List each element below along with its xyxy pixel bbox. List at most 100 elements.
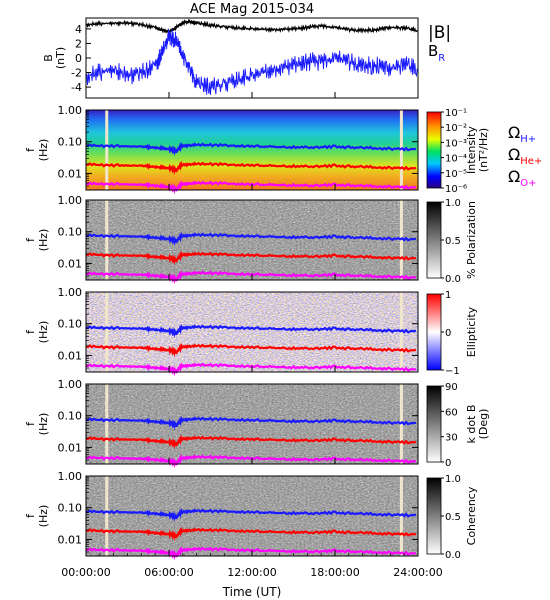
gyrofrequency-line-He-plus	[85, 342, 417, 358]
x-tick-label: 06:00:00	[144, 566, 193, 579]
colorbar-label: Intensity(nT²/Hz)	[465, 126, 490, 174]
colorbar-tick-label: 10⁻¹	[445, 108, 467, 119]
y-tick-label: 0.10	[58, 318, 83, 331]
x-axis: 00:00:00 06:00:00 12:00:00 18:00:00 24:00:00	[61, 92, 443, 579]
panel-kdotb: 1.00 0.10 0.01 f(Hz) 90 60 30 0 k dot B(Deg)	[24, 378, 490, 469]
colorbar-tick-label: 0.5	[445, 512, 461, 523]
y-tick-label: 1.00	[58, 104, 83, 117]
spectrogram-kdotb	[86, 384, 418, 464]
y-tick-label: 4	[75, 23, 82, 36]
colorbar-label: Ellipticity	[465, 306, 478, 357]
gyrofrequency-line-He-plus	[85, 160, 417, 176]
colorbar-tick-label: 90	[445, 382, 458, 393]
y-tick-label: 0.10	[58, 136, 83, 149]
data-gap-marker	[105, 384, 109, 464]
y-tick-label: 0.10	[58, 502, 83, 515]
colorbar-tick-label: 0.5	[445, 236, 461, 247]
legend-b-magnitude: |B|	[428, 23, 451, 43]
colorbar-label: Coherency	[465, 486, 478, 545]
y-axis-label: B(nT)	[42, 47, 67, 69]
colorbar-coherency	[426, 477, 442, 555]
data-gap-marker	[105, 200, 109, 280]
legend-omega-He-plus: ΩHe+	[508, 145, 542, 167]
gyrofrequency-line-He-plus	[85, 526, 417, 542]
x-tick-label: 00:00:00	[61, 566, 110, 579]
series-line-b-r	[85, 29, 418, 95]
legend-omega-H-plus: ΩH+	[508, 123, 536, 145]
y-tick-label: 0.01	[58, 167, 83, 180]
y-tick-label: 0.10	[58, 410, 83, 423]
spectrogram-ellipticity	[86, 292, 418, 372]
colorbar-tick-label: 60	[445, 407, 458, 418]
data-gap-marker	[105, 110, 109, 190]
y-axis-label: f(Hz)	[24, 413, 50, 436]
data-gap-marker	[399, 110, 403, 190]
x-tick-label: 18:00:00	[310, 566, 359, 579]
gyrofrequency-line-H-plus	[85, 142, 417, 157]
colorbar-tick-label: 30	[445, 433, 458, 444]
y-tick-label: 0.01	[58, 533, 83, 546]
data-gap-marker	[399, 292, 403, 372]
y-tick-label: 2	[75, 37, 82, 50]
y-tick-label: 1.00	[58, 378, 83, 391]
panel-ellipticity: 1.00 0.10 0.01 f(Hz) 1 0 −1 Ellipticity	[24, 286, 478, 377]
y-axis-label: f(Hz)	[24, 139, 50, 162]
y-axis-label: f(Hz)	[24, 505, 50, 528]
panel-coherency: 1.00 0.10 0.01 f(Hz) 1.0 0.5 0.0 Coherency	[24, 470, 478, 561]
colorbar-tick-label: 0	[445, 328, 451, 339]
colorbar-tick-label: 0.0	[445, 274, 461, 285]
gyrofrequency-line-O-plus	[85, 270, 417, 285]
gyrofrequency-line-H-plus	[85, 324, 417, 339]
colorbar-tick-label: −1	[445, 366, 460, 377]
legend-b-r: BR	[428, 42, 445, 64]
x-tick-label: 24:00:00	[393, 566, 442, 579]
x-axis-label: Time (UT)	[222, 585, 282, 599]
colorbar-ellipticity	[426, 293, 442, 371]
y-tick-label: 0.01	[58, 441, 83, 454]
y-tick-label: 1.00	[58, 286, 83, 299]
colorbar-label: % Polarization	[465, 201, 478, 279]
colorbar-polarization	[426, 201, 442, 279]
data-gap-marker	[399, 384, 403, 464]
colorbar-tick-label: 10⁻⁵	[445, 169, 467, 180]
data-gap-marker	[399, 200, 403, 280]
y-tick-label: 0	[75, 52, 82, 65]
colorbar-tick-label: 0.0	[445, 550, 461, 561]
panel-polarization: 1.00 0.10 0.01 f(Hz) 1.0 0.5 0.0 % Polarization	[24, 194, 478, 285]
colorbar-kdotb	[426, 385, 442, 463]
gyrofrequency-line-O-plus	[85, 546, 417, 561]
gyrofrequency-line-He-plus	[85, 434, 417, 450]
y-tick-label: 0.01	[58, 257, 83, 270]
legend-omega-O-plus: ΩO+	[508, 167, 536, 189]
y-tick-label: 0.10	[58, 226, 83, 239]
gyrofrequency-line-He-plus	[85, 250, 417, 266]
colorbar-tick-label: 1.0	[445, 474, 461, 485]
data-gap-marker	[105, 292, 109, 372]
y-tick-label: 1.00	[58, 194, 83, 207]
colorbar-tick-label: 10⁻⁶	[445, 184, 467, 195]
panel-stack: 420-2-4B(nT)|B|BR1.000.100.01f(Hz)10⁻¹10…	[24, 17, 542, 561]
colorbar-tick-label: 10⁻³	[445, 138, 467, 149]
y-tick-label: 0.01	[58, 349, 83, 362]
y-tick-label: 1.00	[58, 470, 83, 483]
colorbar-intensity	[426, 111, 442, 189]
x-tick-label: 12:00:00	[227, 566, 276, 579]
y-tick-label: -4	[71, 81, 82, 94]
figure-title: ACE Mag 2015-034	[190, 2, 314, 17]
series-line-b-magnitude	[85, 18, 418, 35]
y-axis-label: f(Hz)	[24, 229, 50, 252]
colorbar-tick-label: 10⁻²	[445, 123, 467, 134]
data-gap-marker	[399, 476, 403, 556]
spectrogram-texture	[86, 110, 418, 190]
colorbar-tick-label: 1	[445, 290, 451, 301]
colorbar-label: k dot B(Deg)	[465, 405, 490, 444]
colorbar-tick-label: 10⁻⁴	[445, 154, 467, 165]
y-axis-label: f(Hz)	[24, 321, 50, 344]
colorbar-tick-label: 1.0	[445, 198, 461, 209]
gyrofrequency-line-O-plus	[85, 362, 417, 377]
spectrogram-polarization	[86, 200, 418, 280]
panel-field: 42 0 -2-4 B(nT) |B|BR	[42, 17, 451, 99]
gyrofrequency-line-H-plus	[85, 508, 417, 523]
gyrofrequency-line-H-plus	[85, 416, 417, 431]
